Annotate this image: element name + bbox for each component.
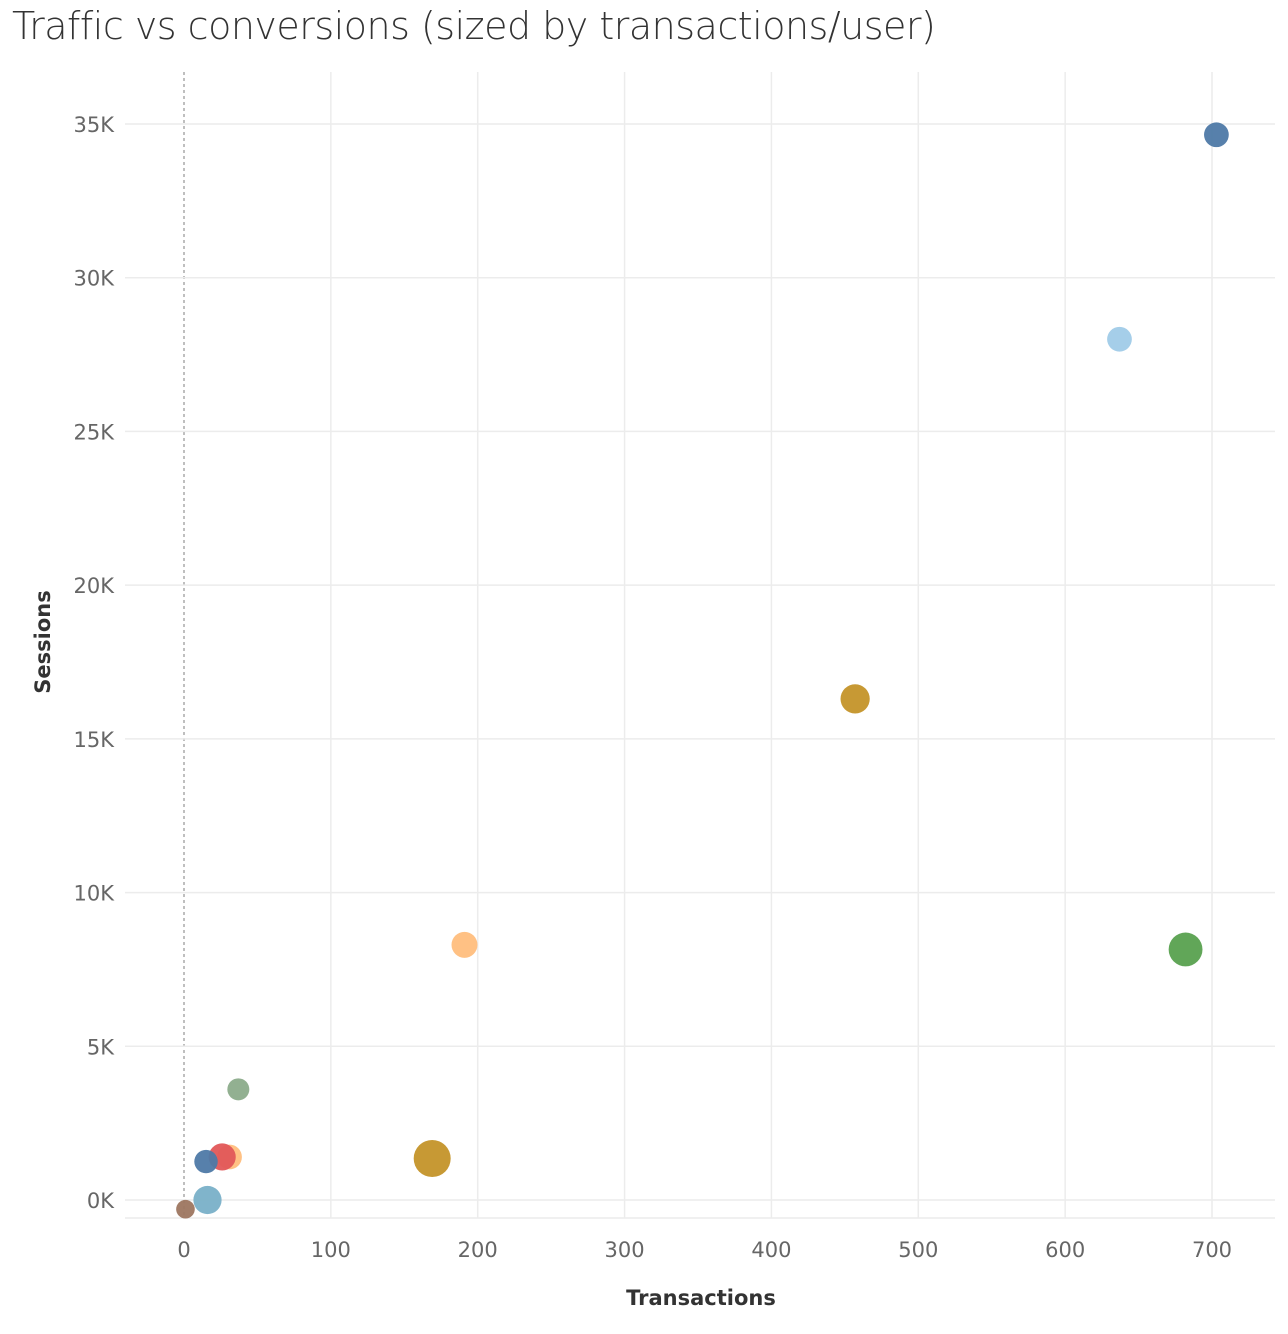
tick-labels: 0 100 200 300 400 500 600 700 0K 5K 10K 15K 20K 25K 30… (74, 113, 1233, 1262)
scatter-point[interactable] (194, 1149, 218, 1174)
x-tick-label: 100 (311, 1238, 351, 1262)
scatter-point[interactable] (1168, 932, 1203, 967)
scatter-point[interactable] (413, 1139, 451, 1177)
y-tick-label: 5K (87, 1035, 115, 1059)
x-tick-label: 300 (605, 1238, 645, 1262)
scatter-point[interactable] (1204, 122, 1229, 148)
scatter-point[interactable] (451, 931, 478, 958)
y-tick-label: 25K (74, 420, 116, 444)
y-tick-label: 15K (74, 728, 116, 752)
y-tick-label: 20K (74, 574, 116, 598)
scatter-point[interactable] (840, 684, 870, 714)
x-axis-title: Transactions (626, 1286, 776, 1310)
scatter-point[interactable] (227, 1078, 250, 1101)
y-tick-label: 30K (74, 267, 116, 291)
y-tick-label: 0K (87, 1189, 115, 1213)
scatter-point[interactable] (193, 1185, 222, 1215)
y-axis-title: Sessions (31, 590, 55, 693)
x-tick-label: 400 (751, 1238, 791, 1262)
data-points (176, 122, 1229, 1219)
scatter-point[interactable] (1107, 326, 1132, 352)
y-tick-label: 10K (74, 882, 116, 906)
x-tick-label: 500 (898, 1238, 938, 1262)
scatter-point[interactable] (176, 1199, 195, 1219)
x-tick-label: 700 (1192, 1238, 1232, 1262)
y-tick-label: 35K (74, 113, 116, 137)
x-tick-label: 600 (1045, 1238, 1085, 1262)
x-tick-label: 0 (177, 1238, 190, 1262)
chart-title: Traffic vs conversions (sized by transac… (12, 4, 936, 48)
grid (125, 72, 1275, 1219)
x-tick-label: 200 (458, 1238, 498, 1262)
